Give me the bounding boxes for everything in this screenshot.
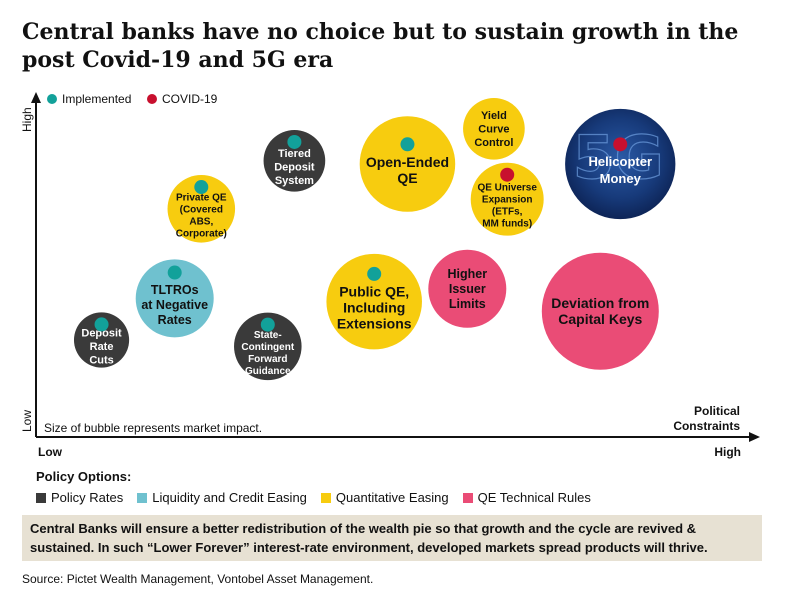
bubble-label-9-1: Expansion	[482, 195, 533, 206]
bubble-1	[135, 259, 214, 338]
policy-options-legend: Policy Rates Liquidity and Credit Easing Q…	[36, 490, 591, 505]
bubble-label-4-1: Deposit	[274, 162, 315, 174]
bubble-marker-6	[400, 137, 415, 152]
bubble-label-7-1: Issuer	[449, 282, 486, 296]
bubble-marker-4	[287, 134, 302, 149]
legend-dot-0	[47, 94, 57, 104]
bubble-2	[167, 175, 236, 243]
x-axis-arrow	[749, 432, 760, 442]
bubble-label-9-2: (ETFs,	[492, 207, 523, 218]
bubble-label-3-1: Contingent	[241, 342, 294, 353]
bubble-marker-2	[194, 180, 209, 195]
bubble-8	[463, 97, 525, 160]
bubble-11	[565, 108, 676, 220]
bubble-label-5-2: Extensions	[337, 316, 412, 332]
bubble-label-8-2: Control	[474, 137, 513, 149]
legend-label-1: COVID-19	[162, 92, 218, 106]
bubble-label-8-0: Yield	[481, 110, 507, 122]
footer-note: Central Banks will ensure a better redis…	[22, 515, 762, 561]
bubble-label-0-0: Deposit	[81, 327, 122, 339]
bubble-label-1-0: TLTROs	[151, 283, 199, 297]
bubble-label-6-0: Open-Ended	[366, 154, 449, 170]
policy-legend-item-1: Liquidity and Credit Easing	[137, 490, 307, 505]
bubble-marker-5	[367, 266, 382, 281]
legend-dot-1	[147, 94, 157, 104]
bubble-0	[73, 312, 130, 368]
bubble-size-note: Size of bubble represents market impact.	[44, 421, 262, 435]
bubble-marker-3	[260, 317, 275, 332]
bubble-label-4-2: System	[275, 175, 314, 187]
policy-legend-label-2: Quantitative Easing	[335, 490, 449, 505]
bubble-label-2-3: Corporate)	[176, 228, 227, 239]
bubble-label-11-1: Money	[600, 171, 642, 186]
policy-legend-label-1: Liquidity and Credit Easing	[152, 490, 307, 505]
policy-legend-swatch-0	[36, 492, 46, 503]
bubble-label-7-0: Higher	[448, 267, 488, 281]
policy-legend-label-3: QE Technical Rules	[477, 490, 591, 505]
bubble-9	[470, 162, 544, 236]
bubble-5	[326, 253, 422, 350]
bubble-label-10-1: Capital Keys	[558, 311, 642, 327]
policy-legend-item-3: QE Technical Rules	[462, 490, 591, 505]
policy-legend-item-0: Policy Rates	[36, 490, 123, 505]
bubble-label-5-1: Including	[343, 300, 405, 316]
bubble-label-0-2: Cuts	[89, 354, 113, 366]
bubble-label-11-0: Helicopter	[588, 154, 652, 169]
y-axis-low-label: Low	[20, 410, 34, 432]
bubble-3	[234, 312, 302, 381]
chart-title: Central banks have no choice but to sust…	[22, 19, 739, 73]
x-axis-low-label: Low	[38, 445, 63, 459]
bubble-label-7-2: Limits	[449, 297, 486, 311]
policy-legend-label-0: Policy Rates	[51, 490, 124, 505]
x-axis-title-line2: Constraints	[673, 419, 740, 433]
bubble-label-4-0: Tiered	[278, 148, 311, 160]
bubble-label-0-1: Rate	[90, 341, 114, 353]
bubble-marker-9	[500, 167, 515, 182]
bubble-label-9-3: MM funds)	[482, 219, 532, 230]
bubble-label-3-2: Forward	[248, 354, 287, 365]
bubble-label-6-1: QE	[397, 170, 417, 186]
policy-legend-swatch-3	[462, 492, 473, 503]
bubble-marker-0	[94, 317, 109, 332]
bubble-label-3-3: Guidance	[245, 366, 291, 377]
status-legend: Implemented COVID-19	[47, 92, 218, 106]
bubble-label-1-2: Rates	[158, 313, 192, 327]
legend-label-0: Implemented	[62, 92, 131, 106]
source-note: Source: Pictet Wealth Management, Vontob…	[22, 572, 374, 586]
bubble-6	[359, 116, 456, 212]
bubble-label-3-0: State-	[254, 330, 282, 341]
bubble-7	[428, 249, 507, 328]
bubble-marker-1	[167, 265, 182, 280]
policy-legend-item-2: Quantitative Easing	[320, 490, 449, 505]
y-axis-arrow	[31, 92, 41, 103]
policy-options-title: Policy Options:	[36, 469, 132, 484]
bubble-label-2-0: Private QE	[176, 192, 227, 203]
x-axis-title-line1: Political	[694, 404, 740, 418]
bubble-10	[541, 252, 659, 370]
x-axis-high-label: High	[714, 445, 741, 459]
bubble-4	[263, 129, 326, 192]
bubble-label-2-1: (Covered	[180, 204, 223, 215]
bubble-label-2-2: ABS,	[189, 216, 213, 227]
policy-legend-swatch-1	[137, 492, 148, 503]
bubble-label-10-0: Deviation from	[551, 295, 649, 311]
bubble-marker-11	[613, 137, 628, 152]
fiveg-watermark: 5G	[573, 123, 664, 193]
bubble-label-9-0: QE Universe	[477, 183, 537, 194]
policy-legend-swatch-2	[320, 492, 331, 503]
y-axis-high-label: High	[20, 107, 34, 132]
bubble-label-1-1: at Negative	[141, 298, 208, 312]
bubble-label-5-0: Public QE,	[339, 284, 409, 300]
bubble-label-8-1: Curve	[478, 124, 509, 136]
